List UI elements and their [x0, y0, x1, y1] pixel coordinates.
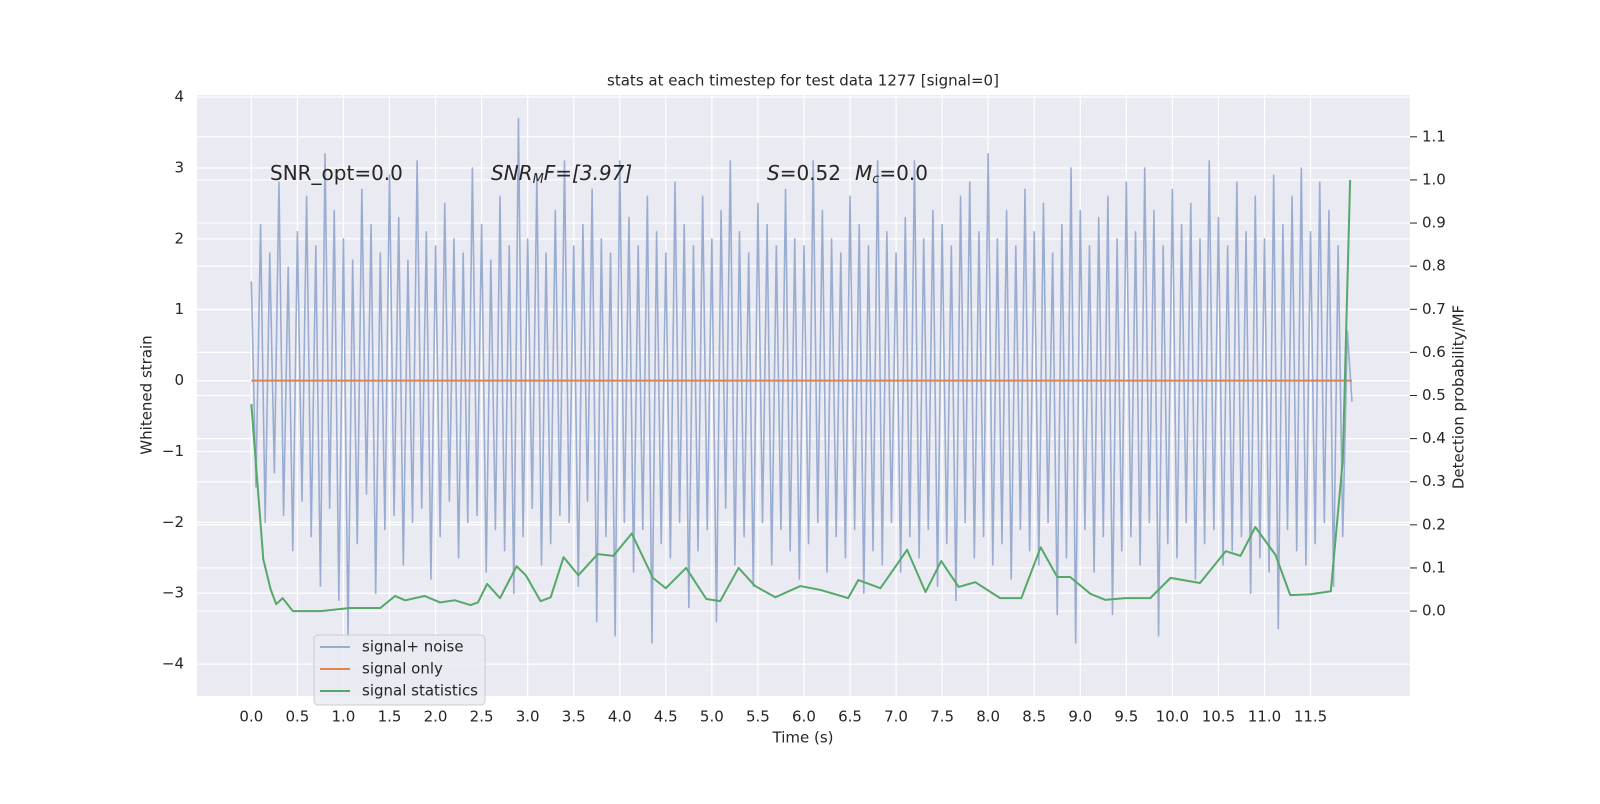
- legend-box: [313, 634, 486, 706]
- x-tick-label: 5.5: [746, 708, 770, 726]
- annotation-text: M: [855, 161, 872, 185]
- x-tick-label: 3.0: [516, 708, 540, 726]
- y-axis-label: Whitened strain: [138, 335, 156, 454]
- x-tick-label: 1.0: [332, 708, 356, 726]
- y2-tick-label: 1.1: [1422, 127, 1446, 145]
- x-tick-label: 5.0: [700, 708, 724, 726]
- annotation-text: c: [872, 172, 879, 187]
- y-tick-label: −4: [162, 655, 184, 673]
- x-tick-label: 9.0: [1068, 708, 1092, 726]
- y2-tick-label: 0.0: [1422, 602, 1446, 620]
- y-tick-label: 1: [174, 300, 184, 318]
- y2-tick-label: 0.7: [1422, 300, 1446, 318]
- annotation-text: =0.52: [780, 161, 841, 185]
- annotation-text: SNR_opt=0.0: [270, 161, 403, 185]
- x-tick-label: 7.0: [884, 708, 908, 726]
- x-tick-label: 0.5: [285, 708, 309, 726]
- y2-tick-label: 0.3: [1422, 472, 1446, 490]
- annotation-text: =0.0: [879, 161, 928, 185]
- legend-label: signal statistics: [362, 682, 478, 700]
- x-tick-label: 10.5: [1202, 708, 1235, 726]
- x-tick-label: 8.0: [976, 708, 1000, 726]
- x-tick-label: 11.5: [1294, 708, 1327, 726]
- legend-label: signal only: [362, 660, 443, 678]
- x-tick-label: 2.5: [470, 708, 494, 726]
- y2-tick-label: 0.5: [1422, 386, 1446, 404]
- x-tick-label: 2.0: [424, 708, 448, 726]
- x-tick-label: 3.5: [562, 708, 586, 726]
- y2-tick-label: 0.2: [1422, 515, 1446, 533]
- y2-tick-label: 0.9: [1422, 214, 1446, 232]
- x-tick-label: 10.0: [1156, 708, 1189, 726]
- y2-tick-label: 0.1: [1422, 558, 1446, 576]
- x-tick-label: 11.0: [1248, 708, 1281, 726]
- marks: [250, 117, 1353, 644]
- x-tick-label: 0.0: [239, 708, 263, 726]
- series-line: [250, 117, 1353, 644]
- y-tick-label: −1: [162, 442, 184, 460]
- labels: 0.0 0.5 1.0 1.5 2.0 2.5 3.0 3.5 4.0 4.5 5.0 5.5 6.0 6…: [162, 88, 1446, 726]
- x-tick-label: 9.5: [1114, 708, 1138, 726]
- annotation: S=0.52 Mc=0.0: [767, 161, 928, 187]
- y-tick-label: 2: [174, 229, 184, 247]
- y2-tick-label: 0.8: [1422, 257, 1446, 275]
- x-tick-label: 8.5: [1022, 708, 1046, 726]
- x-tick-label: 4.0: [608, 708, 632, 726]
- x-axis-label: Time (s): [772, 729, 834, 747]
- y2-tick-label: 0.6: [1422, 343, 1446, 361]
- x-tick-label: 1.5: [378, 708, 402, 726]
- annotation-text: SNR: [491, 161, 533, 185]
- annotation-text: F=[3.97]: [544, 161, 632, 185]
- x-tick-label: 4.5: [654, 708, 678, 726]
- y-tick-label: 4: [174, 88, 184, 106]
- annotation-text: M: [533, 172, 544, 187]
- series-line: [250, 179, 1352, 613]
- y2-tick-label: 0.4: [1422, 429, 1446, 447]
- annotation: SNR_opt=0.0: [270, 161, 403, 185]
- x-tick-label: 7.5: [930, 708, 954, 726]
- legend: signal+ noise signal only signal statistic…: [313, 634, 486, 706]
- chart-title: stats at each timestep for test data 127…: [607, 72, 999, 90]
- legend-label: signal+ noise: [362, 638, 464, 656]
- annotation-text: S: [767, 161, 780, 185]
- y-tick-label: 0: [174, 371, 184, 389]
- annotation: SNRMF=[3.97]: [491, 161, 632, 187]
- y2-tick-label: 1.0: [1422, 170, 1446, 188]
- y-tick-label: 3: [174, 158, 184, 176]
- y2-axis-label: Detection probability/MF: [1450, 305, 1468, 489]
- y-tick-label: −3: [162, 584, 184, 602]
- x-tick-label: 6.0: [792, 708, 816, 726]
- x-tick-label: 6.5: [838, 708, 862, 726]
- y-tick-label: −2: [162, 513, 184, 531]
